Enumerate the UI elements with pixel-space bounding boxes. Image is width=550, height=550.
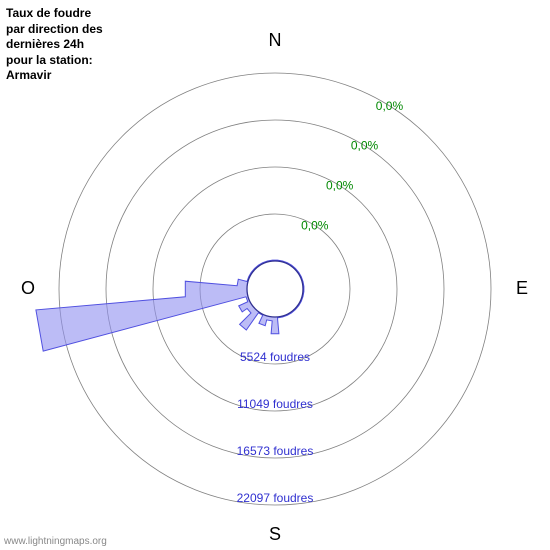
polar-chart: 0,0% 0,0% 0,0% 0,0% 5524 foudres 11049 foudre… [0, 0, 550, 550]
ring-label-count: 22097 foudres [237, 491, 314, 505]
cardinal-S: S [269, 524, 281, 544]
cardinal-N: N [269, 30, 282, 50]
ring-label-percent: 0,0% [351, 139, 379, 153]
ring-label-count: 11049 foudres [237, 397, 313, 411]
ring-label-percent: 0,0% [326, 179, 354, 193]
center-hole [247, 261, 303, 317]
cardinal-E: E [516, 278, 528, 298]
ring-label-count: 16573 foudres [237, 444, 314, 458]
cardinal-O: O [21, 278, 35, 298]
ring-label-count: 5524 foudres [240, 350, 310, 364]
ring-label-percent: 0,0% [301, 218, 329, 232]
ring-label-percent: 0,0% [376, 99, 404, 113]
